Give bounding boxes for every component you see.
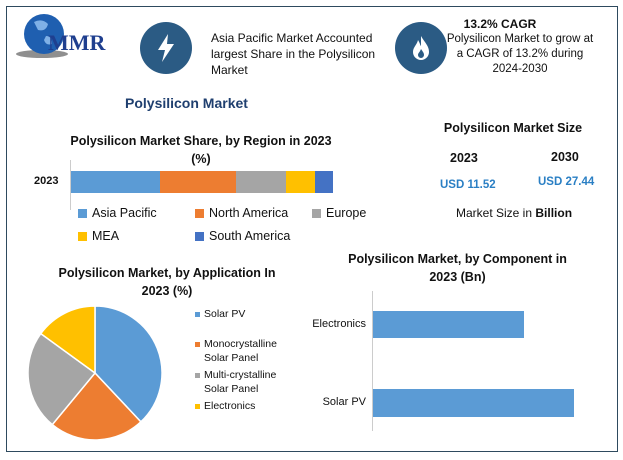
component-axis bbox=[372, 291, 373, 431]
cagr-title: 13.2% CAGR bbox=[463, 17, 537, 31]
pie-slice-solar-pv bbox=[94, 305, 163, 423]
legend-north-america: North America bbox=[195, 206, 312, 220]
year-2023: 2023 bbox=[450, 151, 478, 165]
pie-slice-monocrystalline-solar-panel bbox=[51, 371, 142, 441]
highlight-asia-pacific: Asia Pacific Market Accounted largest Sh… bbox=[211, 31, 376, 77]
legend-europe: Europe bbox=[312, 206, 382, 220]
bar-segment-europe bbox=[236, 171, 286, 193]
region-axis bbox=[70, 160, 71, 210]
legend-electronics: Electronics bbox=[195, 399, 295, 413]
market-size-title: Polysilicon Market Size bbox=[443, 121, 583, 135]
legend-multi-crystalline: Multi-crystalline Solar Panel bbox=[195, 368, 295, 396]
bar-segment-south-america bbox=[314, 171, 333, 193]
region-category-label: 2023 bbox=[34, 175, 59, 187]
pie-slice-electronics bbox=[39, 305, 96, 375]
component-label-solar-pv: Solar PV bbox=[322, 396, 366, 408]
value-2023: USD 11.52 bbox=[440, 179, 496, 191]
legend-mea: MEA bbox=[78, 229, 195, 243]
pie-slice-multi-crystalline-solar-panel bbox=[27, 332, 97, 426]
value-2030: USD 27.44 bbox=[538, 176, 595, 188]
application-pie-chart bbox=[27, 305, 163, 441]
component-bar-electronics bbox=[373, 311, 524, 338]
lightning-icon bbox=[140, 22, 192, 74]
region-chart-title: Polysilicon Market Share, by Region in 2… bbox=[70, 134, 332, 166]
cagr-text: Polysilicon Market to grow at a CAGR of … bbox=[446, 33, 594, 75]
application-legend: Solar PV Monocrystalline Solar Panel Mul… bbox=[195, 307, 295, 413]
component-bar-solar-pv bbox=[373, 389, 574, 417]
bar-segment-asia-pacific bbox=[71, 171, 161, 193]
flame-icon bbox=[395, 22, 447, 74]
region-legend: Asia Pacific North America Europe MEA So… bbox=[78, 206, 378, 243]
component-chart-title: Polysilicon Market, by Component in 2023… bbox=[348, 252, 567, 284]
infographic-frame bbox=[6, 6, 618, 452]
page-title: Polysilicon Market bbox=[125, 95, 248, 111]
legend-south-america: South America bbox=[195, 229, 312, 243]
mmr-logo: MMR bbox=[12, 10, 127, 60]
logo-text: MMR bbox=[48, 30, 106, 55]
globe-icon bbox=[16, 14, 68, 58]
bar-segment-mea bbox=[285, 171, 315, 193]
legend-asia-pacific: Asia Pacific bbox=[78, 206, 195, 220]
market-size-note: Market Size in Billion bbox=[456, 206, 573, 220]
legend-monocrystalline: Monocrystalline Solar Panel bbox=[195, 337, 295, 365]
region-stacked-bar bbox=[71, 171, 333, 193]
application-chart-title: Polysilicon Market, by Application In 20… bbox=[58, 266, 276, 298]
component-label-electronics: Electronics bbox=[312, 318, 366, 330]
bar-segment-north-america bbox=[160, 171, 237, 193]
legend-solar-pv: Solar PV bbox=[195, 307, 295, 321]
year-2030: 2030 bbox=[551, 150, 579, 164]
